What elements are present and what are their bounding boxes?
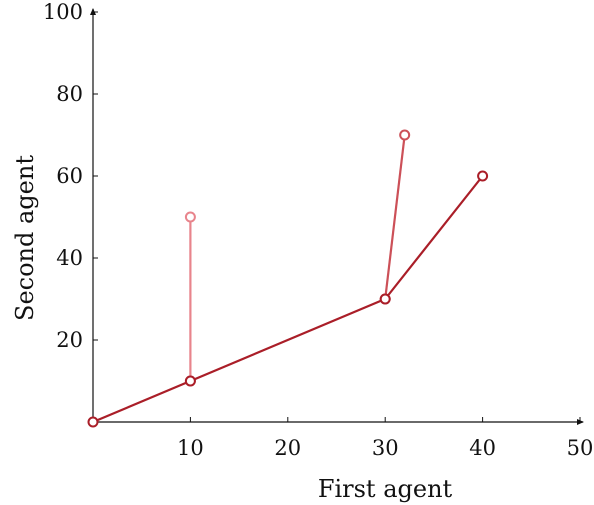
series-2-line: [384, 134, 406, 300]
series-3-point-2: [184, 375, 196, 387]
series-3-point-3: [379, 293, 391, 305]
y-tick-label-40: 40: [56, 246, 83, 270]
series-1: [184, 211, 196, 387]
y-axis-ticks: 20 40 60 80 100: [43, 0, 98, 352]
x-axis-ticks: 10 20 30 40 50: [177, 417, 593, 460]
series-layer: [87, 129, 489, 428]
series-3-line: [92, 175, 484, 424]
y-axis-label: Second agent: [11, 155, 39, 321]
series-1-point-2: [184, 211, 196, 223]
series-3: [87, 170, 489, 428]
series-2: [379, 129, 411, 305]
x-tick-label-10: 10: [177, 436, 204, 460]
x-tick-label-40: 40: [469, 436, 496, 460]
x-tick-label-50: 50: [567, 436, 594, 460]
y-tick-label-100: 100: [43, 0, 83, 24]
series-2-point-2: [399, 129, 411, 141]
y-tick-label-60: 60: [56, 164, 83, 188]
x-axis-label: First agent: [318, 475, 453, 503]
series-3-point-1: [87, 416, 99, 428]
series-3-point-4: [477, 170, 489, 182]
x-tick-label-20: 20: [274, 436, 301, 460]
axes: [90, 8, 584, 425]
y-tick-label-20: 20: [56, 328, 83, 352]
y-tick-label-80: 80: [56, 82, 83, 106]
x-tick-label-30: 30: [372, 436, 399, 460]
